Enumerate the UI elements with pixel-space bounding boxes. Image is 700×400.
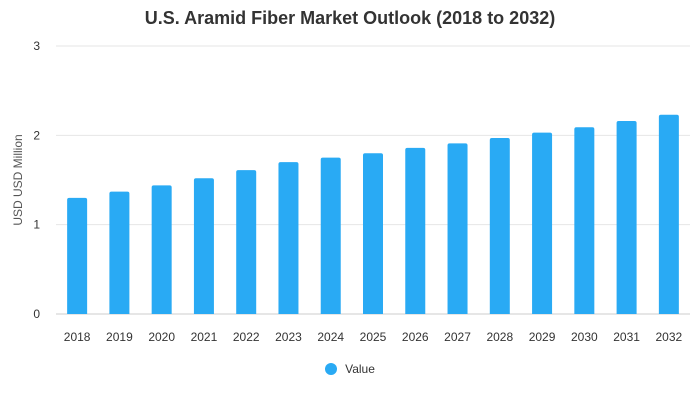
bar-2032[interactable] [658, 114, 679, 314]
x-tick-label: 2031 [613, 330, 640, 344]
x-tick-label: 2018 [64, 330, 91, 344]
x-tick-label: 2029 [529, 330, 556, 344]
bar-2024[interactable] [320, 157, 341, 314]
x-tick-label: 2025 [360, 330, 387, 344]
bar-2020[interactable] [151, 185, 172, 314]
bar-2022[interactable] [236, 170, 257, 314]
bar-2031[interactable] [616, 121, 637, 314]
legend: Value [0, 362, 700, 376]
x-tick-label: 2019 [106, 330, 133, 344]
bar-2027[interactable] [447, 143, 468, 314]
tick-labels: 0 1 2 3 2018 2019 2020 2021 2022 2023 2024 2025 2026… [33, 39, 682, 344]
bar-2030[interactable] [574, 127, 595, 314]
y-tick-label: 0 [33, 307, 40, 321]
y-tick-label: 2 [33, 128, 40, 142]
legend-label: Value [345, 362, 375, 376]
x-tick-label: 2026 [402, 330, 429, 344]
x-tick-label: 2023 [275, 330, 302, 344]
x-tick-label: 2027 [444, 330, 471, 344]
x-tick-label: 2024 [317, 330, 344, 344]
bar-2026[interactable] [405, 147, 426, 314]
bar-2023[interactable] [278, 162, 299, 314]
bars [67, 114, 679, 314]
x-tick-label: 2032 [656, 330, 683, 344]
x-tick-label: 2030 [571, 330, 598, 344]
bar-2019[interactable] [109, 191, 130, 314]
y-tick-label: 3 [33, 39, 40, 53]
bar-2018[interactable] [67, 197, 88, 314]
x-tick-label: 2022 [233, 330, 260, 344]
x-tick-label: 2020 [148, 330, 175, 344]
bar-2025[interactable] [363, 153, 383, 314]
y-axis-label: USD USD Million [11, 134, 25, 225]
x-tick-label: 2028 [486, 330, 513, 344]
bar-2028[interactable] [489, 138, 510, 314]
x-tick-label: 2021 [191, 330, 218, 344]
bar-2029[interactable] [532, 132, 553, 314]
y-tick-label: 1 [33, 218, 40, 232]
bar-2021[interactable] [193, 178, 214, 314]
chart-title: U.S. Aramid Fiber Market Outlook (2018 t… [144, 8, 556, 28]
legend-swatch [325, 363, 338, 375]
